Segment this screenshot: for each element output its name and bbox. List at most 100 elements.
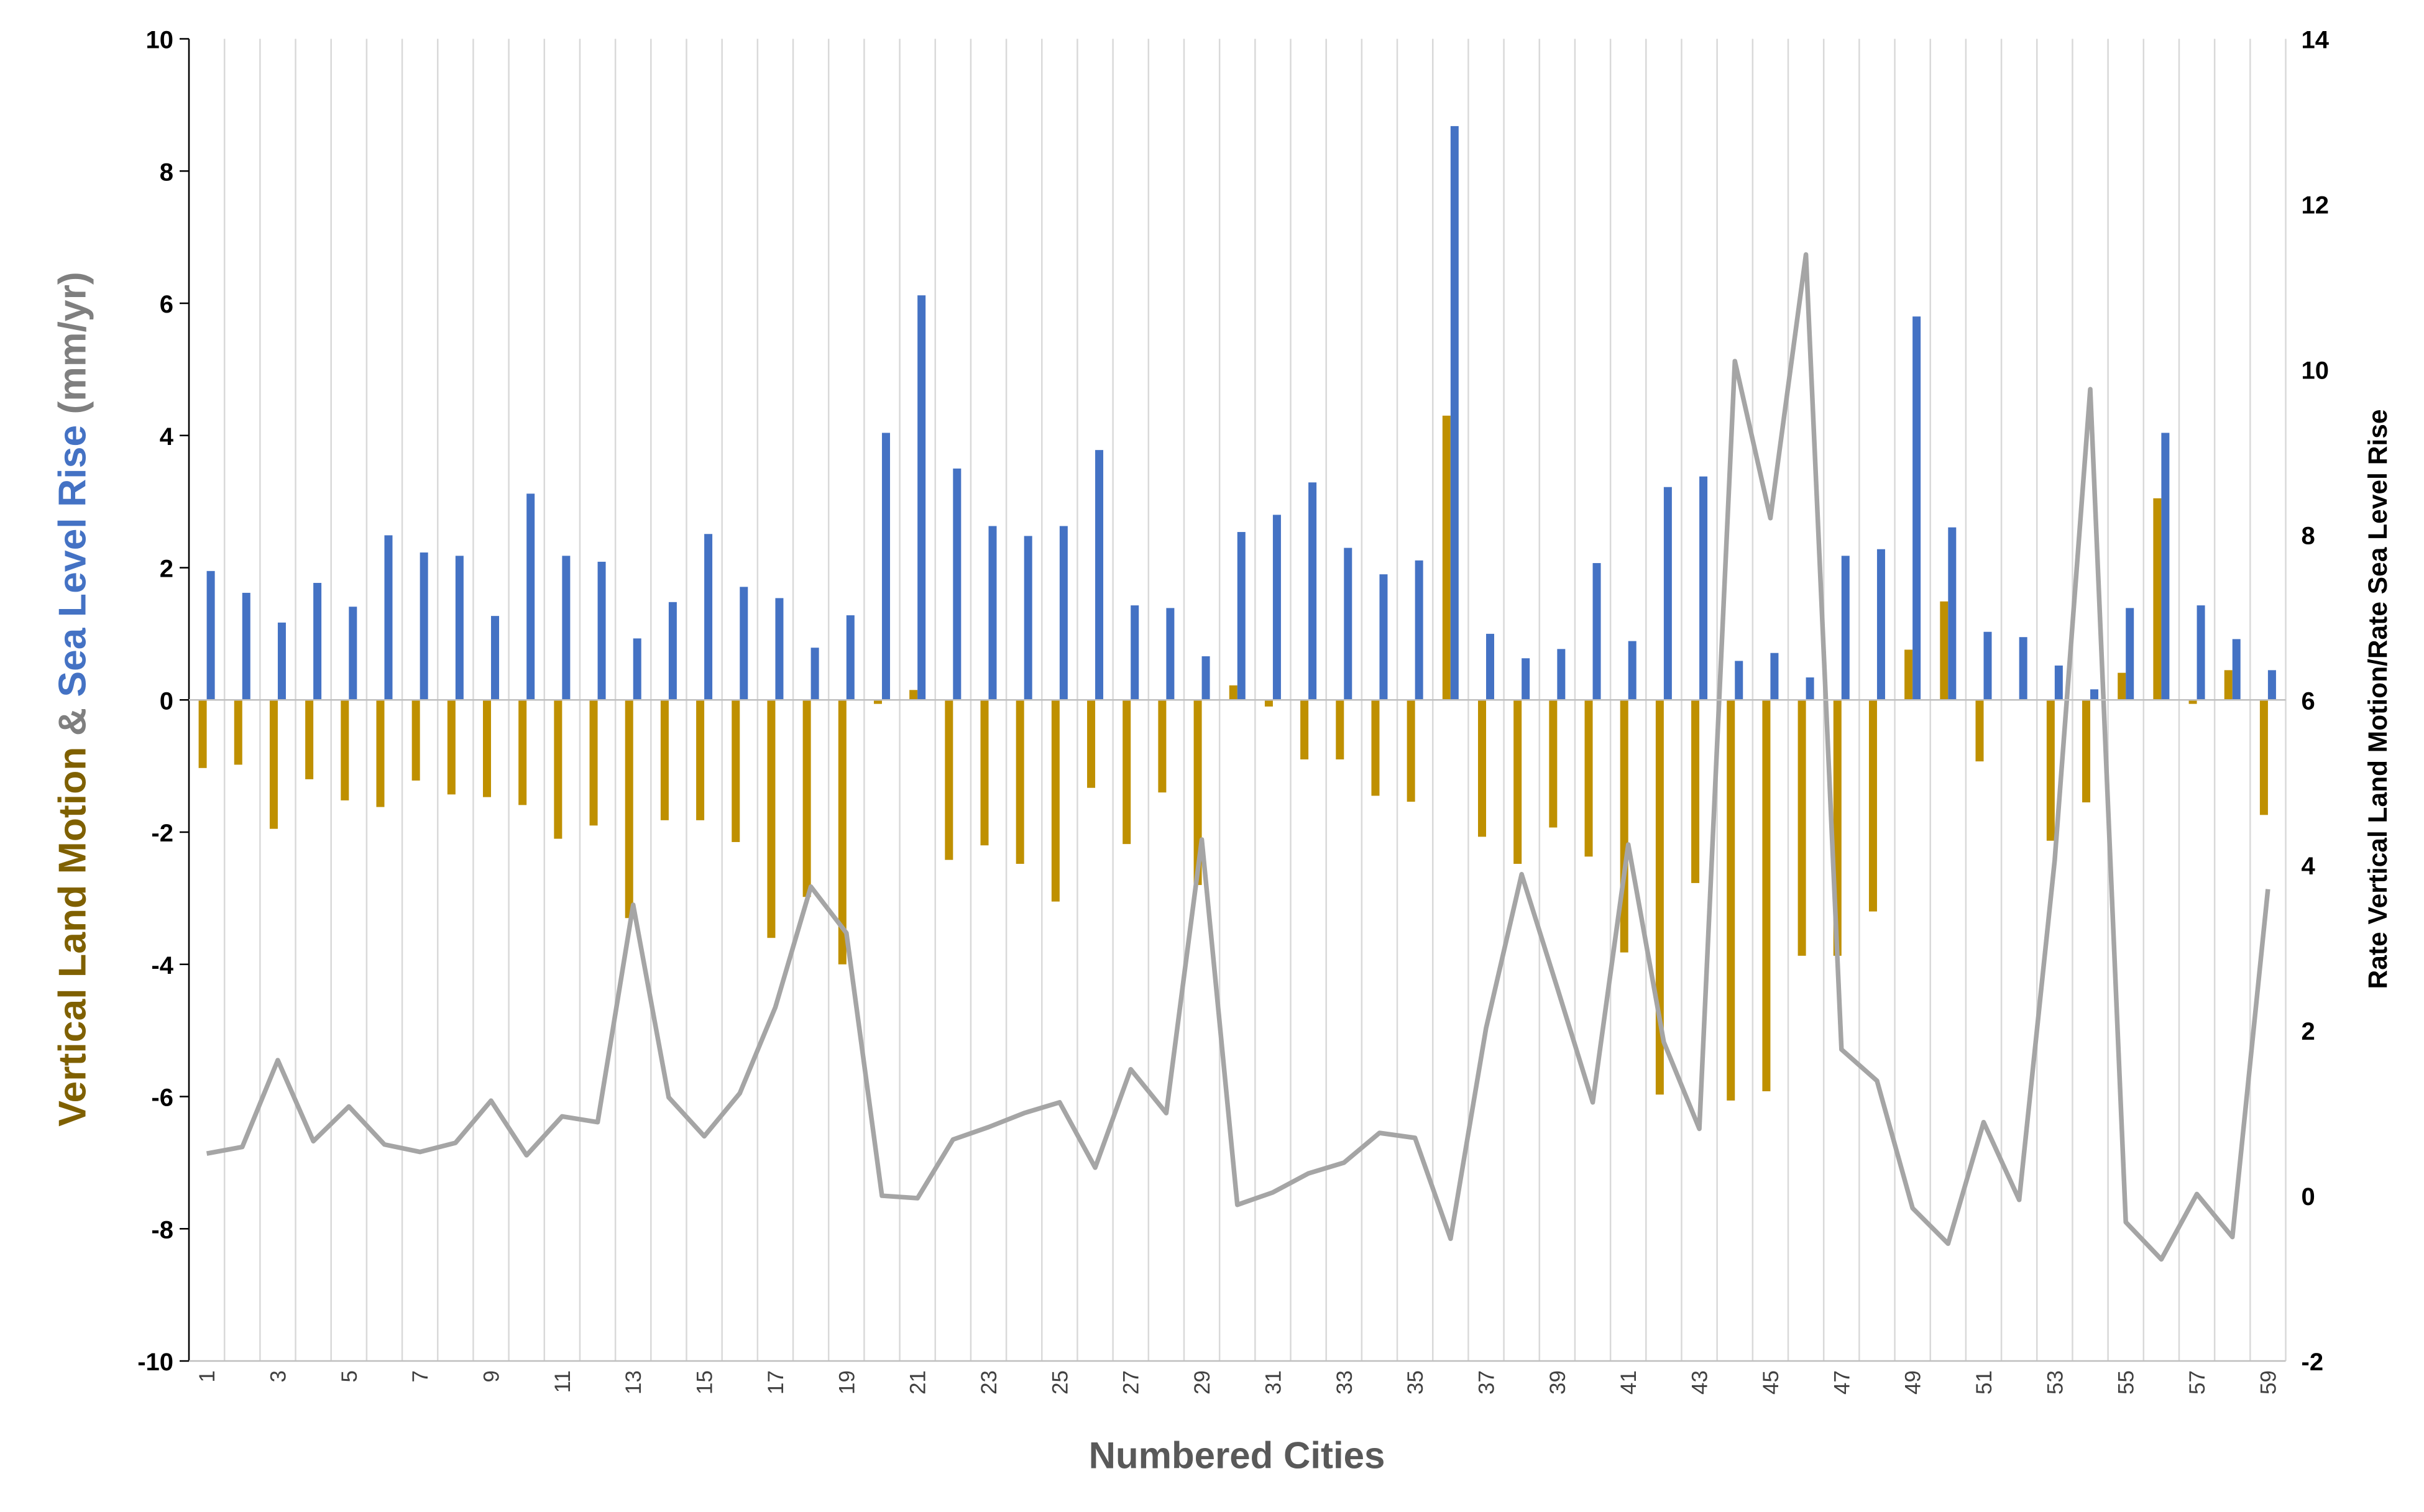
x-tick-label: 39	[1546, 1370, 1570, 1395]
vlm-bar	[341, 700, 349, 800]
y2-tick-label: 14	[2302, 27, 2330, 54]
x-tick-label: 33	[1333, 1370, 1357, 1395]
slr-bar	[2090, 689, 2099, 700]
vlm-bar	[2153, 498, 2162, 700]
y2-tick-label: 4	[2302, 853, 2316, 880]
vlm-bar	[198, 700, 207, 768]
vlm-bar	[1442, 415, 1451, 700]
slr-bar	[2161, 433, 2170, 700]
slr-bar	[2019, 637, 2027, 700]
x-tick-label: 59	[2256, 1370, 2280, 1395]
y2-tick-label: 0	[2302, 1183, 2315, 1211]
ratio-line	[206, 252, 2270, 1262]
slr-bar	[562, 556, 571, 700]
slr-bar	[1272, 515, 1281, 700]
x-tick-label: 31	[1261, 1370, 1285, 1395]
slr-bar	[846, 615, 855, 700]
x-tick-label: 17	[764, 1370, 788, 1395]
x-tick-label: 49	[1901, 1370, 1926, 1395]
slr-bar	[491, 616, 500, 700]
slr-bar	[2126, 608, 2134, 700]
vlm-bar	[1087, 700, 1096, 788]
vlm-bar	[696, 700, 705, 820]
slr-bar	[1557, 649, 1566, 700]
slr-bar	[740, 587, 748, 700]
slr-bar	[526, 493, 535, 700]
slr-bar	[917, 295, 926, 700]
vlm-bar	[2046, 700, 2055, 841]
x-tick-label: 47	[1830, 1370, 1854, 1395]
vlm-bar	[518, 700, 527, 805]
vlm-bar	[1620, 700, 1628, 953]
y-tick-label: 0	[160, 687, 173, 715]
vlm-bar	[1122, 700, 1131, 845]
slr-bar	[881, 433, 890, 700]
vlm-bar	[1940, 601, 1949, 700]
vlm-bar	[1336, 700, 1344, 759]
slr-bar	[1166, 608, 1175, 700]
x-tick-label: 13	[622, 1370, 646, 1395]
slr-bar	[810, 648, 819, 700]
slr-bar	[455, 556, 464, 700]
y-tick-label: 2	[160, 556, 173, 583]
slr-bar	[242, 592, 250, 700]
x-tick-label: 19	[835, 1370, 859, 1395]
slr-bar	[1628, 641, 1637, 700]
y2-tick-label: 12	[2302, 191, 2330, 219]
vlm-bar	[1727, 700, 1735, 1101]
x-tick-label: 21	[906, 1370, 930, 1395]
slr-bar	[349, 607, 357, 700]
slr-bar	[1770, 653, 1779, 700]
slr-bar	[1095, 450, 1104, 700]
vlm-bar	[802, 700, 811, 897]
slr-bar	[384, 535, 393, 700]
vlm-bar	[873, 700, 882, 704]
x-tick-label: 53	[2043, 1370, 2067, 1395]
slr-bar	[1059, 526, 1068, 700]
slr-bar	[1735, 661, 1743, 700]
slr-bar	[1699, 476, 1708, 700]
slr-bar	[1201, 656, 1210, 700]
y2-tick-label: 2	[2302, 1018, 2315, 1045]
y2-axis-title: Rate Vertical Land Motion/Rate Sea Level…	[2364, 410, 2393, 989]
vlm-bar	[589, 700, 598, 826]
vlm-bar	[554, 700, 562, 839]
vlm-bar	[2118, 672, 2126, 700]
slr-bar	[1522, 658, 1530, 700]
y2-tick-label: 6	[2302, 687, 2315, 715]
slr-bar	[704, 534, 713, 700]
y2-tick-label: 8	[2302, 522, 2315, 549]
x-tick-label: 27	[1119, 1370, 1144, 1395]
slr-bar	[1485, 633, 1494, 700]
slr-bar	[1806, 677, 1814, 700]
slr-bar	[2054, 665, 2063, 700]
vlm-bar	[660, 700, 669, 820]
x-tick-label: 7	[408, 1370, 433, 1382]
vlm-bar	[1549, 700, 1558, 828]
vlm-bar	[1904, 649, 1913, 700]
slr-bar	[1024, 536, 1032, 700]
x-tick-label: 3	[266, 1370, 290, 1382]
x-tick-label: 45	[1759, 1370, 1783, 1395]
vlm-bar	[305, 700, 314, 779]
y-axis-title-part: Vertical Land Motion	[51, 747, 94, 1127]
vlm-bar	[945, 700, 953, 860]
vlm-bar	[1513, 700, 1522, 864]
slr-bar	[1876, 549, 1885, 700]
vlm-bar	[1975, 700, 1984, 762]
slr-bar	[1131, 605, 1139, 700]
vlm-bar	[767, 700, 776, 938]
vlm-bar	[1051, 700, 1060, 902]
y2-tick-label: 10	[2302, 357, 2330, 384]
x-tick-label: 23	[977, 1370, 1001, 1395]
x-tick-label: 41	[1617, 1370, 1641, 1395]
slr-bar	[1308, 482, 1317, 700]
slr-bar	[313, 582, 322, 700]
vlm-bar	[447, 700, 456, 795]
slr-bar	[1379, 574, 1388, 700]
y-axis-title-part: (mm/yr)	[51, 272, 94, 425]
x-tick-label: 11	[551, 1370, 575, 1393]
slr-bar	[1983, 631, 1992, 700]
vlm-bar	[234, 700, 242, 765]
